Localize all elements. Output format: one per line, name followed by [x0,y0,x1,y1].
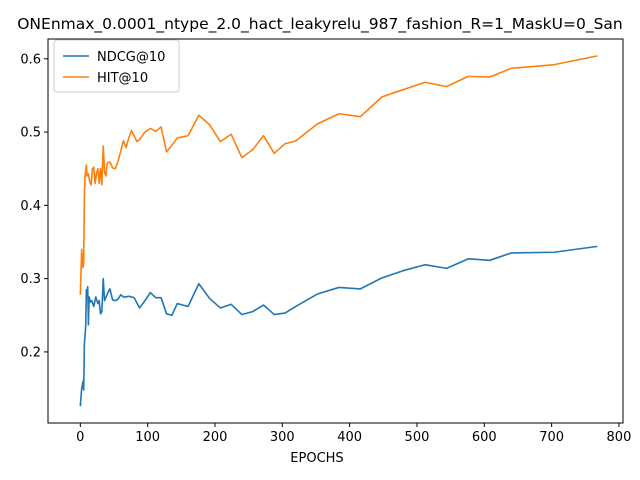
x-tick-label: 300 [270,430,295,445]
y-tick-label: 0.4 [20,199,41,214]
x-tick-label: 700 [539,430,564,445]
series-layer [79,55,598,407]
legend-box [53,39,180,93]
y-tick-label: 0.6 [20,52,41,67]
legend-label-hit: HIT@10 [97,71,148,86]
x-tick-label: 400 [337,430,362,445]
series-line-hit [79,55,598,295]
y-axis-ticks: 0.2 0.3 0.4 0.5 0.6 [20,52,48,360]
y-tick-label: 0.2 [20,345,41,360]
chart-title: ONEnmax_0.0001_ntype_2.0_hact_leakyrelu_… [17,15,623,34]
y-tick-label: 0.3 [20,272,41,287]
x-tick-label: 600 [472,430,497,445]
plot-area [48,39,623,423]
y-tick-label: 0.5 [20,126,41,141]
plot-frame [47,38,624,424]
x-tick-label: 0 [76,430,84,445]
x-tick-label: 100 [135,430,160,445]
legend: NDCG@10 HIT@10 [53,39,180,93]
x-tick-label: 200 [203,430,228,445]
x-tick-label: 800 [607,430,632,445]
x-axis-ticks: 0 100 200 300 400 500 600 700 800 [76,423,631,445]
series-line-ndcg [79,245,598,407]
legend-label-ndcg: NDCG@10 [97,50,165,65]
x-tick-label: 500 [405,430,430,445]
x-axis-label: EPOCHS [290,451,343,466]
